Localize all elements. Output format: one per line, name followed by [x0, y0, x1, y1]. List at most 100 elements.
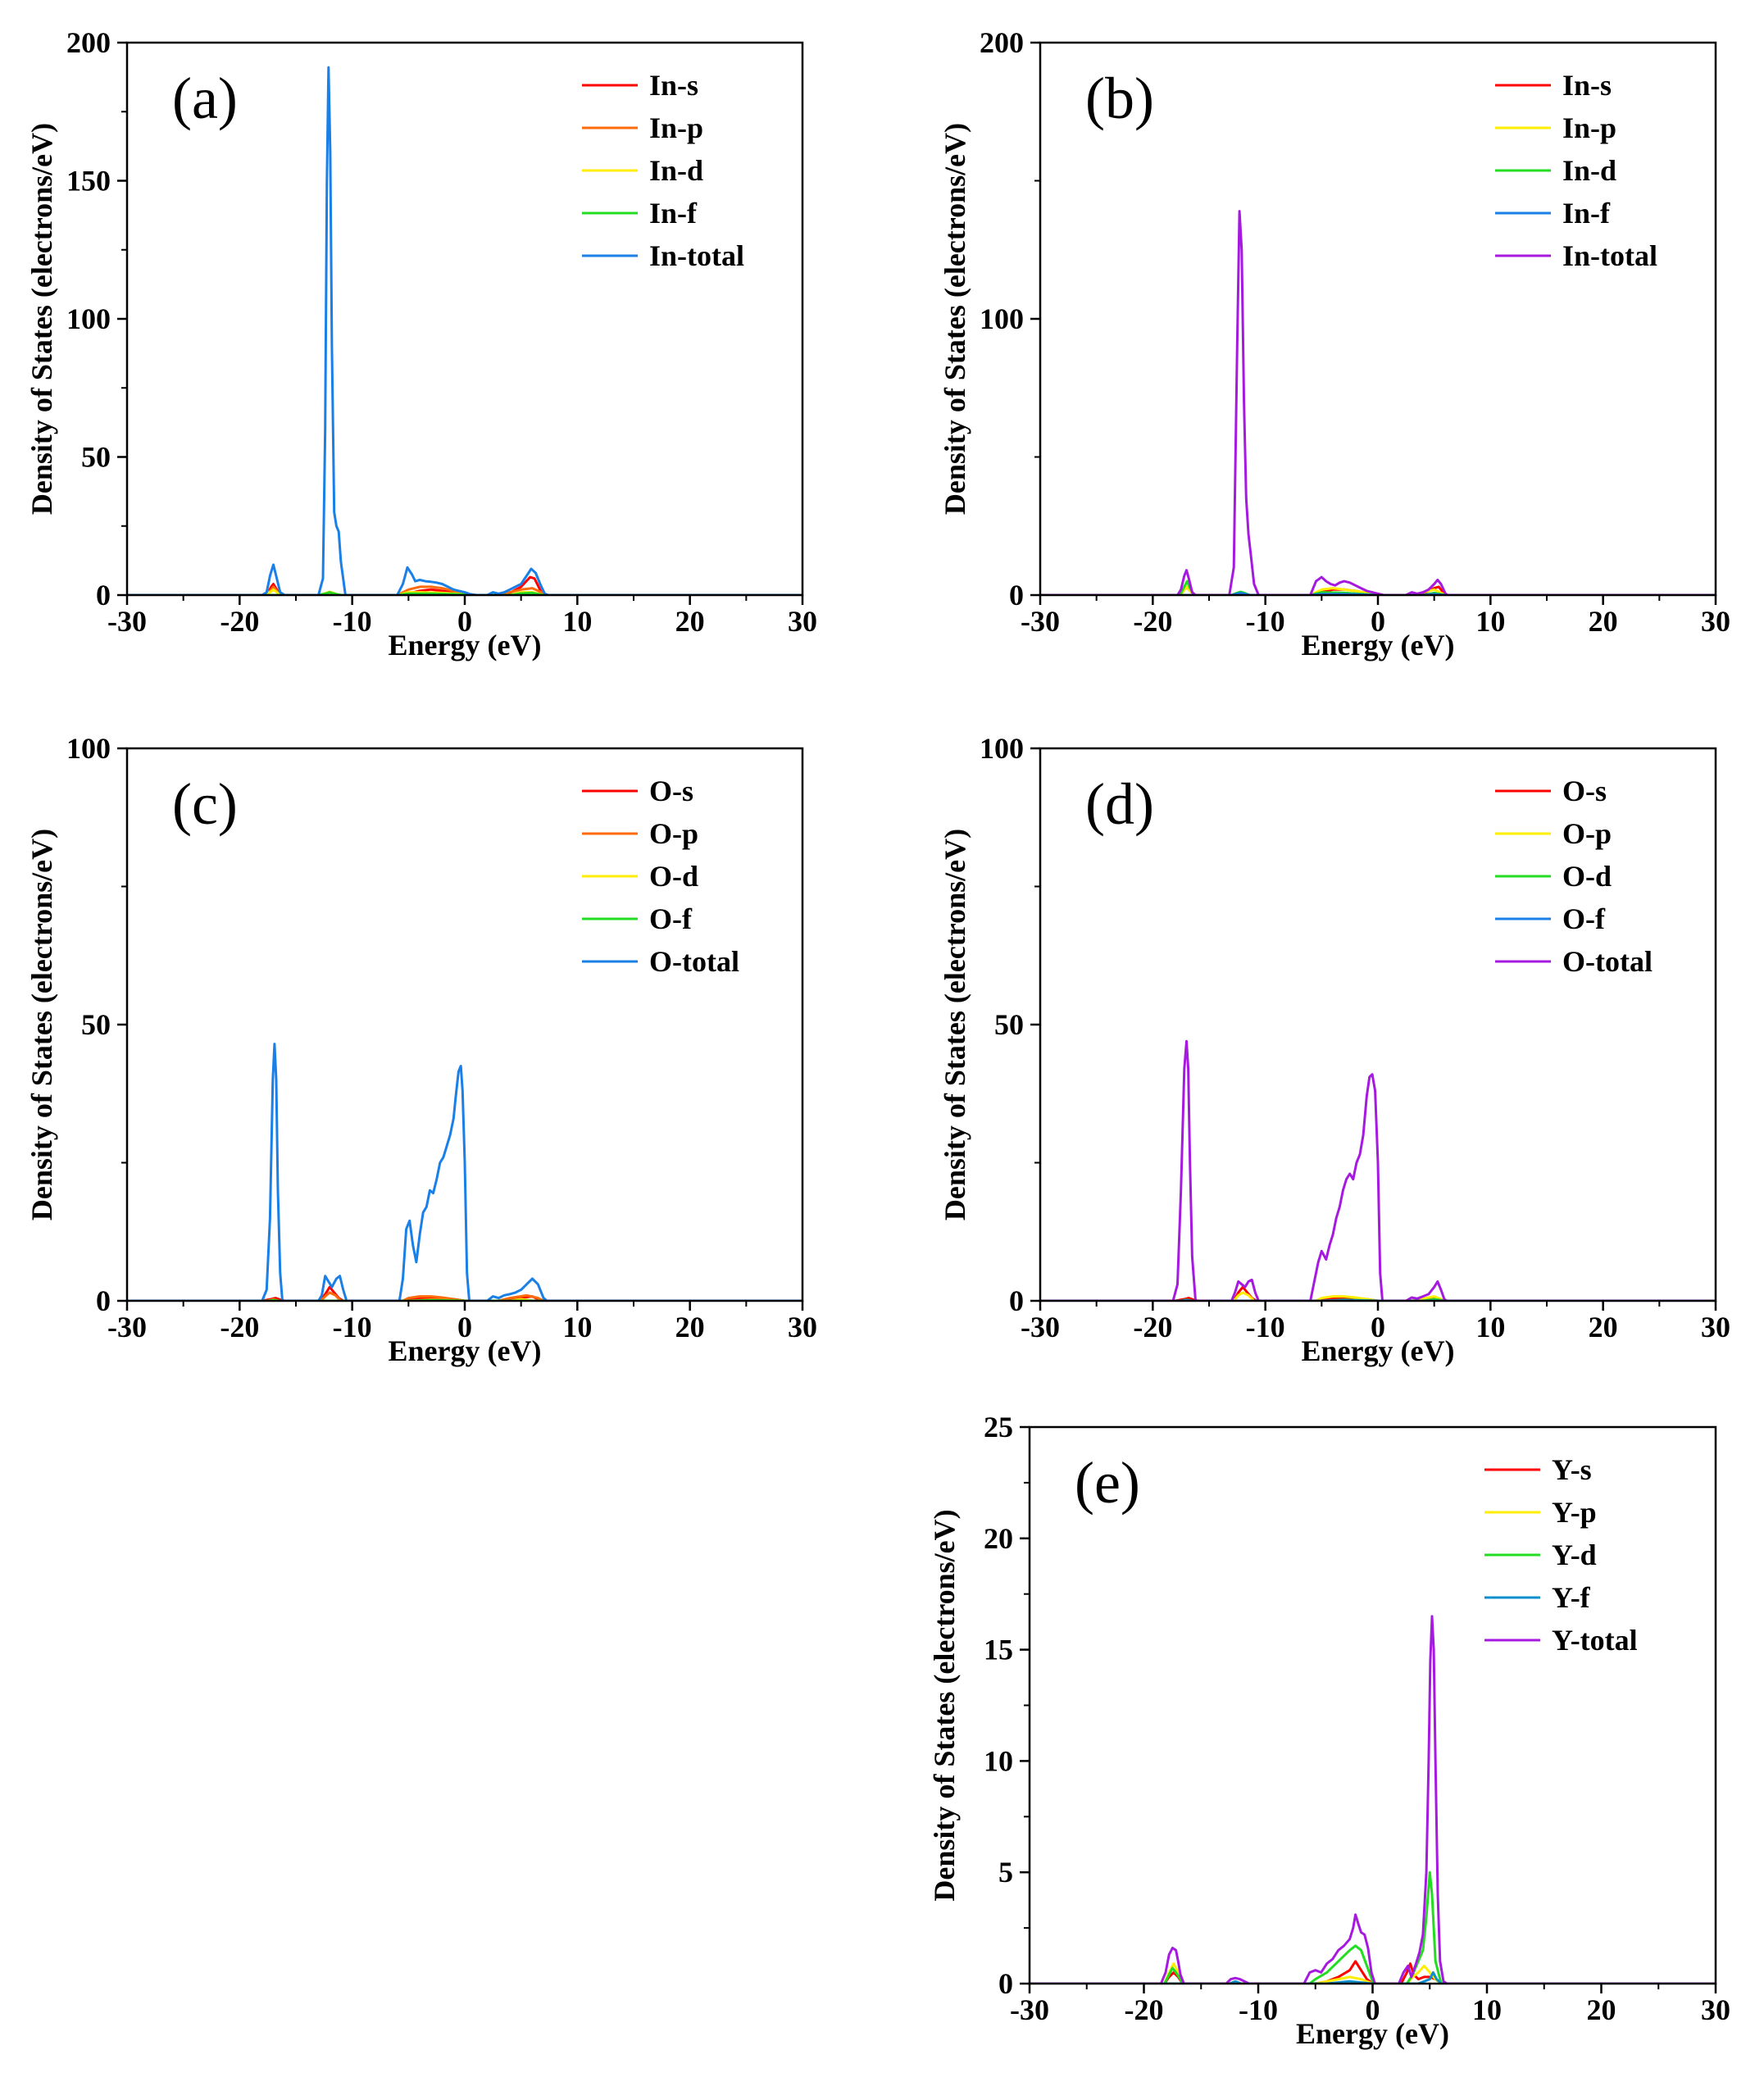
x-tick-label: 20: [1589, 605, 1618, 638]
x-tick-label: -10: [333, 605, 372, 638]
x-axis-label: Energy (eV): [389, 1334, 542, 1367]
legend-label: In-total: [1562, 239, 1657, 272]
legend-label: Y-s: [1552, 1453, 1592, 1486]
legend-label: Y-d: [1552, 1539, 1597, 1571]
chart-panel-a: -30 -20 -10 0 10 20 30 0 50 100 150 200 Energy (eV) D…: [25, 26, 817, 661]
y-tick-label: 0: [96, 579, 111, 611]
legend-label: In-s: [1562, 69, 1612, 102]
x-tick-label: 10: [562, 605, 592, 638]
series-group-c: [127, 1043, 802, 1301]
x-tick-label: -20: [1133, 605, 1172, 638]
legend-label: Y-f: [1552, 1581, 1591, 1614]
x-axis-label: Energy (eV): [1296, 2017, 1449, 2050]
x-tick-label: 20: [1589, 1311, 1618, 1343]
legend-label: O-d: [649, 860, 698, 893]
series-line-o-p: [1040, 1291, 1716, 1301]
y-tick-label: 200: [66, 26, 111, 59]
series-line-o-s: [127, 1285, 802, 1301]
x-tick-label: -10: [1239, 1993, 1278, 2026]
legend-label: In-total: [649, 239, 744, 272]
y-tick-label: 100: [980, 732, 1024, 765]
y-tick-label: 0: [96, 1284, 111, 1317]
x-tick-label: 10: [1475, 1311, 1505, 1343]
x-tick-label: 30: [1701, 1993, 1730, 2026]
y-tick-label: 100: [66, 302, 111, 335]
y-tick-label: 50: [81, 1008, 111, 1041]
y-tick-label: 100: [980, 302, 1024, 335]
y-axis-label: Density of States (electrons/eV): [928, 1509, 961, 1901]
x-tick-label: 30: [788, 1311, 817, 1343]
series-line-o-total: [127, 1043, 802, 1301]
x-tick-label: -30: [1021, 605, 1060, 638]
series-line-y-d: [1030, 1870, 1716, 1984]
legend-label: In-p: [649, 111, 703, 144]
legend-label: O-d: [1562, 860, 1612, 893]
y-tick-label: 0: [998, 1967, 1013, 2000]
series-group-a: [127, 66, 802, 595]
panel-label: (c): [172, 771, 238, 837]
x-tick-label: -30: [107, 605, 147, 638]
series-line-o-p: [127, 1291, 802, 1301]
series-line-in-s: [127, 575, 802, 595]
x-tick-label: 30: [1701, 1311, 1730, 1343]
x-tick-label: 20: [675, 1311, 705, 1343]
x-tick-label: -30: [107, 1311, 147, 1343]
series-line-o-s: [1040, 1285, 1716, 1301]
y-tick-label: 50: [994, 1008, 1024, 1041]
x-tick-label: 0: [1371, 605, 1385, 638]
legend-label: In-f: [1562, 197, 1611, 230]
legend-label: In-f: [649, 197, 698, 230]
y-axis-label: Density of States (electrons/eV): [25, 829, 58, 1220]
legend-label: O-s: [649, 775, 693, 807]
panel-label: (e): [1075, 1450, 1140, 1516]
panel-label: (d): [1085, 771, 1154, 837]
series-line-in-f: [127, 591, 802, 595]
y-tick-label: 0: [1009, 579, 1024, 611]
x-tick-label: -20: [220, 605, 259, 638]
x-tick-label: 0: [1366, 1993, 1380, 2026]
y-tick-label: 100: [66, 732, 111, 765]
panel-label: (a): [172, 66, 238, 131]
y-tick-label: 10: [984, 1744, 1013, 1777]
series-group-e: [1030, 1615, 1716, 1984]
x-tick-label: 30: [1701, 605, 1730, 638]
series-line-y-p: [1030, 1962, 1716, 1984]
x-tick-label: -20: [220, 1311, 259, 1343]
x-tick-label: 20: [1587, 1993, 1616, 2026]
legend-label: Y-total: [1552, 1624, 1638, 1657]
x-tick-label: 10: [1475, 605, 1505, 638]
legend-label: Y-p: [1552, 1496, 1597, 1529]
chart-panel-c: -30 -20 -10 0 10 20 30 0 50 100 Energy (eV) Density…: [25, 732, 817, 1367]
x-tick-label: 30: [788, 605, 817, 638]
series-group-d: [1040, 1039, 1716, 1301]
legend-label: In-d: [1562, 154, 1616, 187]
y-axis-label: Density of States (electrons/eV): [25, 123, 58, 515]
x-axis-label: Energy (eV): [389, 629, 542, 661]
chart-panel-e: -30 -20 -10 0 10 20 30 0 5 10 15 20 25 Energy (eV) Den…: [928, 1411, 1730, 2050]
x-tick-label: -10: [1246, 1311, 1285, 1343]
x-tick-label: 0: [1371, 1311, 1385, 1343]
y-tick-label: 15: [984, 1634, 1013, 1666]
x-tick-label: -30: [1021, 1311, 1060, 1343]
legend-label: O-p: [649, 817, 698, 850]
x-tick-label: 0: [457, 1311, 472, 1343]
legend-label: O-total: [1562, 945, 1653, 978]
x-tick-label: 20: [675, 605, 705, 638]
y-tick-label: 200: [980, 26, 1024, 59]
series-line-o-total: [1040, 1039, 1716, 1301]
chart-panel-d: -30 -20 -10 0 10 20 30 0 50 100 Energy (eV) Density…: [939, 732, 1730, 1367]
y-tick-label: 5: [998, 1856, 1013, 1889]
y-tick-label: 50: [81, 441, 111, 474]
y-axis-label: Density of States (electrons/eV): [939, 829, 971, 1220]
y-tick-label: 150: [66, 165, 111, 198]
legend-label: In-p: [1562, 111, 1616, 144]
legend-label: O-f: [1562, 902, 1606, 935]
x-tick-label: -20: [1125, 1993, 1164, 2026]
x-axis-label: Energy (eV): [1302, 629, 1455, 661]
legend-label: In-d: [649, 154, 703, 187]
panel-label: (b): [1085, 66, 1154, 131]
y-axis-label: Density of States (electrons/eV): [939, 123, 971, 515]
legend-label: O-total: [649, 945, 739, 978]
x-tick-label: -30: [1010, 1993, 1049, 2026]
